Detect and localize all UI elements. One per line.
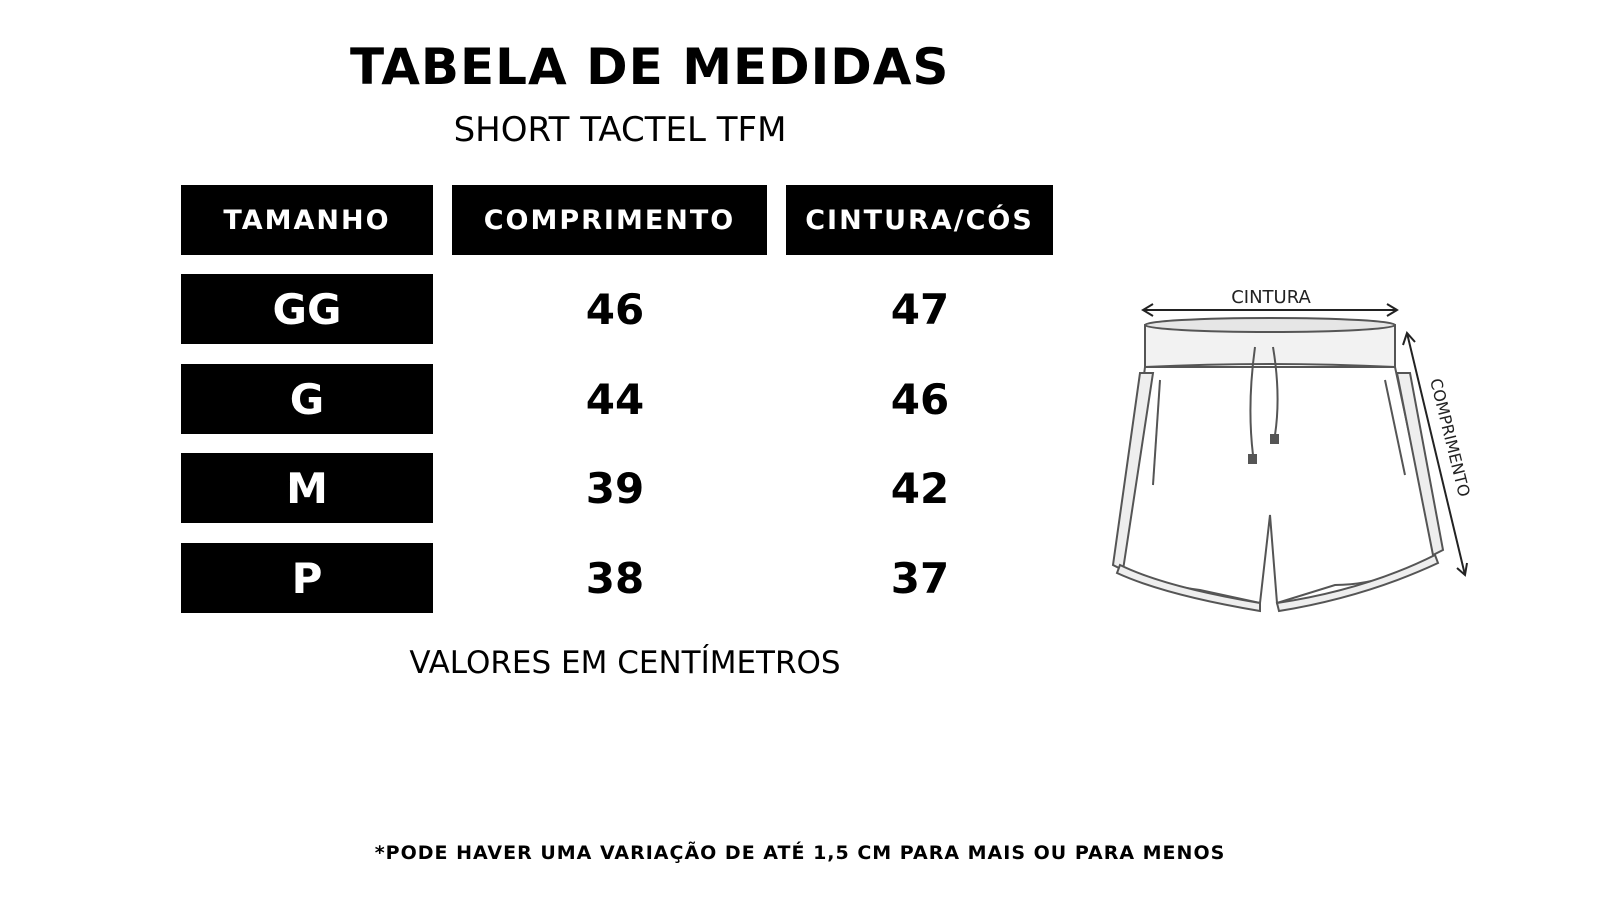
length-value: 44: [585, 374, 645, 424]
shorts-outline-icon: [1111, 317, 1445, 613]
drawstring-icon: [1248, 346, 1279, 464]
header-length: COMPRIMENTO: [452, 185, 767, 255]
page-title: TABELA DE MEDIDAS: [350, 38, 950, 96]
size-label: GG: [181, 274, 433, 344]
waist-arrow-icon: [1141, 303, 1399, 317]
length-arrow-icon: [1402, 331, 1468, 577]
units-note: VALORES EM CENTÍMETROS: [409, 645, 841, 681]
length-value: 46: [585, 284, 645, 334]
size-label: P: [181, 543, 433, 613]
length-value: 38: [585, 553, 645, 603]
waist-value: 37: [890, 553, 950, 603]
product-subtitle: SHORT TACTEL TFM: [453, 110, 787, 150]
waist-value: 46: [890, 374, 950, 424]
header-size: TAMANHO: [181, 185, 433, 255]
waist-value: 47: [890, 284, 950, 334]
length-label: COMPRIMENTO: [1426, 376, 1474, 498]
shorts-drawing-icon: CINTURA COMPRIMENTO: [1111, 287, 1474, 613]
variation-footnote: *PODE HAVER UMA VARIAÇÃO DE ATÉ 1,5 CM P…: [374, 842, 1226, 864]
waist-value: 42: [890, 463, 950, 513]
length-value: 39: [585, 463, 645, 513]
header-waist: CINTURA/CÓS: [786, 185, 1053, 255]
size-label: G: [181, 364, 433, 434]
waist-label: CINTURA: [1231, 287, 1311, 308]
size-label: M: [181, 453, 433, 523]
